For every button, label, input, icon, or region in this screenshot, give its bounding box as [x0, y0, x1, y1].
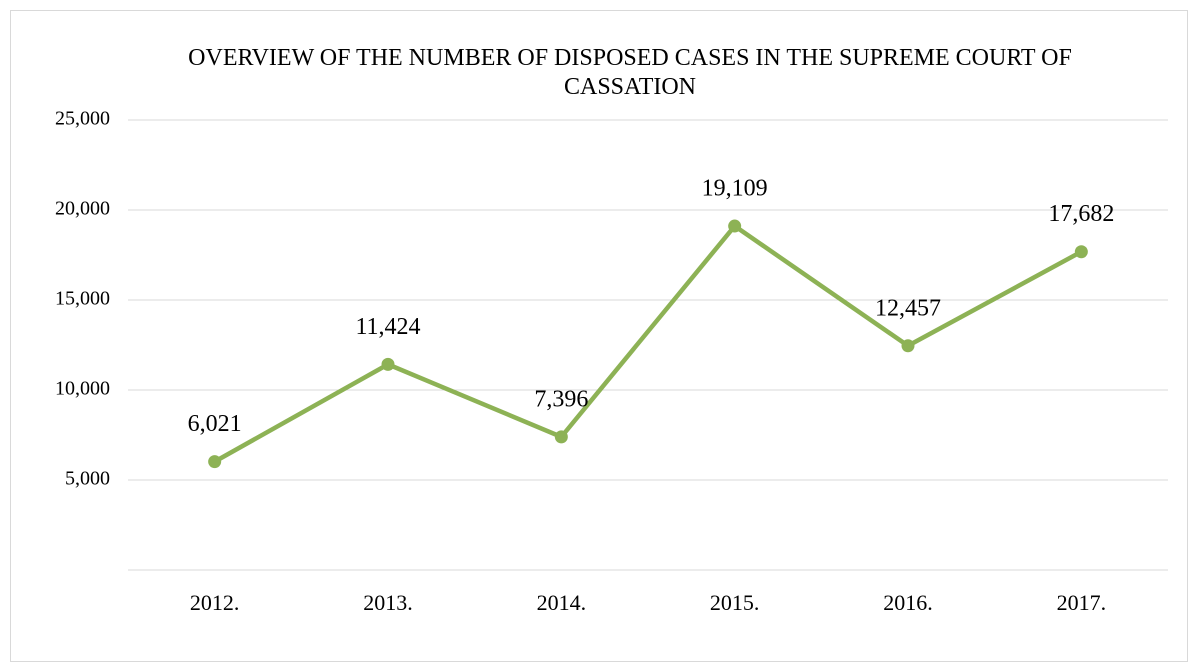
x-tick-label: 2015. [710, 590, 760, 615]
x-tick-label: 2012. [190, 590, 240, 615]
data-label: 12,457 [875, 295, 941, 321]
chart-title: OVERVIEW OF THE NUMBER OF DISPOSED CASES… [188, 45, 1072, 100]
data-label: 17,682 [1048, 201, 1114, 227]
y-tick-label: 10,000 [55, 378, 110, 400]
y-tick-label: 25,000 [55, 108, 110, 130]
point-marker [901, 339, 915, 353]
data-label: 6,021 [188, 411, 242, 437]
x-tick-label: 2013. [363, 590, 413, 615]
point-marker [208, 455, 222, 469]
point-marker [1074, 245, 1088, 259]
y-tick-label: 20,000 [55, 198, 110, 220]
x-tick-label: 2016. [883, 590, 933, 615]
x-tick-label: 2014. [537, 590, 587, 615]
chart-frame [10, 10, 1188, 662]
point-marker [381, 357, 395, 371]
data-label: 19,109 [702, 176, 768, 202]
y-tick-label: 5,000 [65, 468, 110, 490]
data-label: 11,424 [355, 314, 420, 340]
x-tick-label: 2017. [1057, 590, 1107, 615]
series-line [213, 223, 1083, 464]
data-label: 7,396 [534, 386, 588, 412]
point-marker [554, 430, 568, 444]
point-marker [728, 219, 742, 233]
y-tick-label: 15,000 [55, 288, 110, 310]
